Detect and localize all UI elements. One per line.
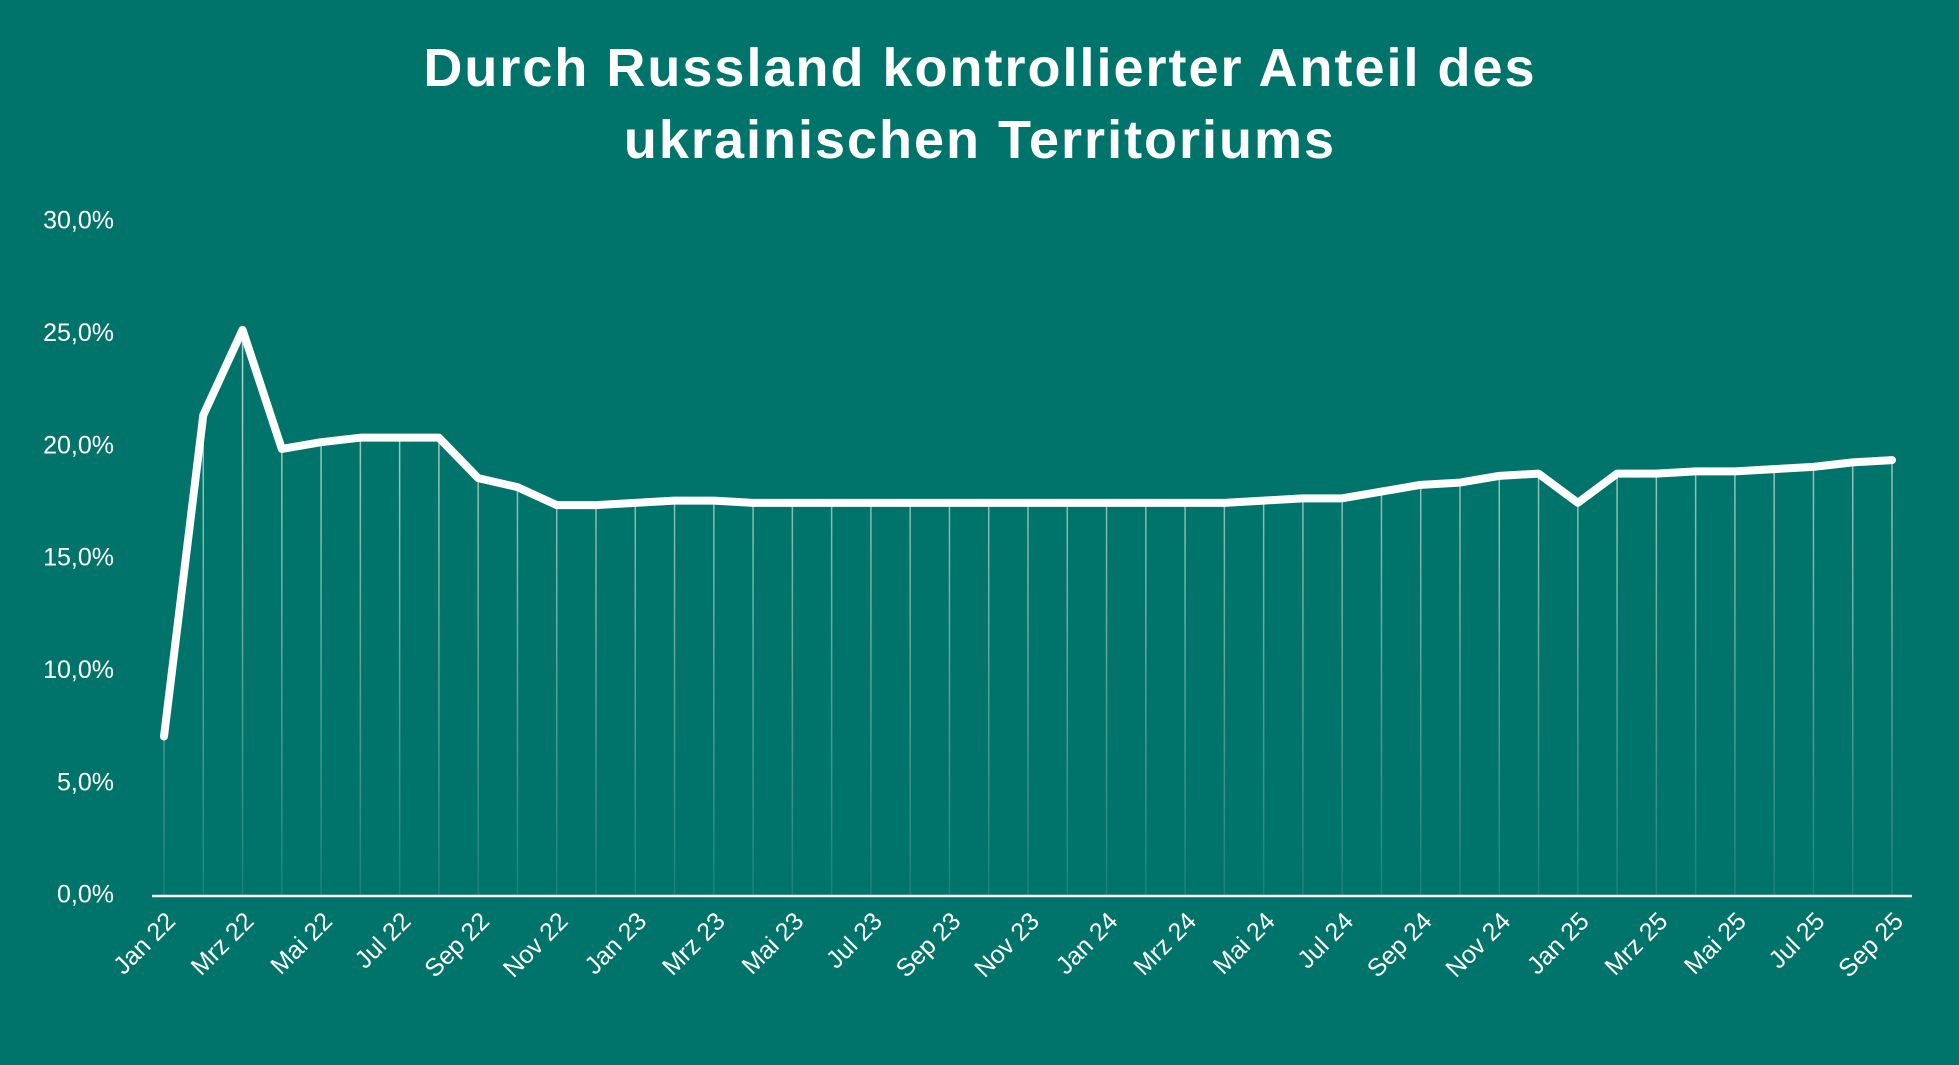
x-tick-label: Nov 22 <box>498 907 574 983</box>
x-tick-label: Mai 25 <box>1679 907 1752 980</box>
x-tick-label: Mrz 22 <box>186 907 260 981</box>
x-tick-label: Jan 25 <box>1522 907 1595 980</box>
x-tick-label: Jul 25 <box>1763 907 1830 974</box>
x-tick-label: Sep 24 <box>1362 907 1438 983</box>
x-tick-label: Sep 22 <box>419 907 495 983</box>
x-tick-label: Mai 24 <box>1208 907 1281 980</box>
x-tick-label: Sep 25 <box>1833 907 1909 983</box>
y-tick-label: 25,0% <box>43 319 114 347</box>
x-tick-label: Nov 23 <box>969 907 1045 983</box>
x-tick-label: Jul 24 <box>1292 907 1359 974</box>
data-line <box>160 325 1896 741</box>
x-tick-label: Mai 22 <box>265 907 338 980</box>
chart-title: Durch Russland kontrollierter Anteil des… <box>423 38 1537 170</box>
y-tick-label: 5,0% <box>57 768 114 796</box>
y-tick-label: 15,0% <box>43 544 114 572</box>
x-tick-label: Sep 23 <box>891 907 967 983</box>
x-tick-label: Mrz 24 <box>1128 907 1202 981</box>
x-tick-label: Jan 22 <box>108 907 181 980</box>
y-tick-label: 0,0% <box>57 881 114 909</box>
x-tick-label: Jan 24 <box>1051 907 1124 980</box>
x-tick-label: Mrz 23 <box>657 907 731 981</box>
x-tick-label: Jan 23 <box>579 907 652 980</box>
y-tick-label: 30,0% <box>43 207 114 235</box>
x-tick-label: Mrz 25 <box>1599 907 1673 981</box>
y-tick-label: 10,0% <box>43 656 114 684</box>
x-tick-label: Jul 23 <box>821 907 888 974</box>
y-tick-label: 20,0% <box>43 431 114 459</box>
x-tick-label: Mai 23 <box>736 907 809 980</box>
x-tick-label: Nov 24 <box>1440 907 1516 983</box>
x-tick-label: Jul 22 <box>350 907 417 974</box>
